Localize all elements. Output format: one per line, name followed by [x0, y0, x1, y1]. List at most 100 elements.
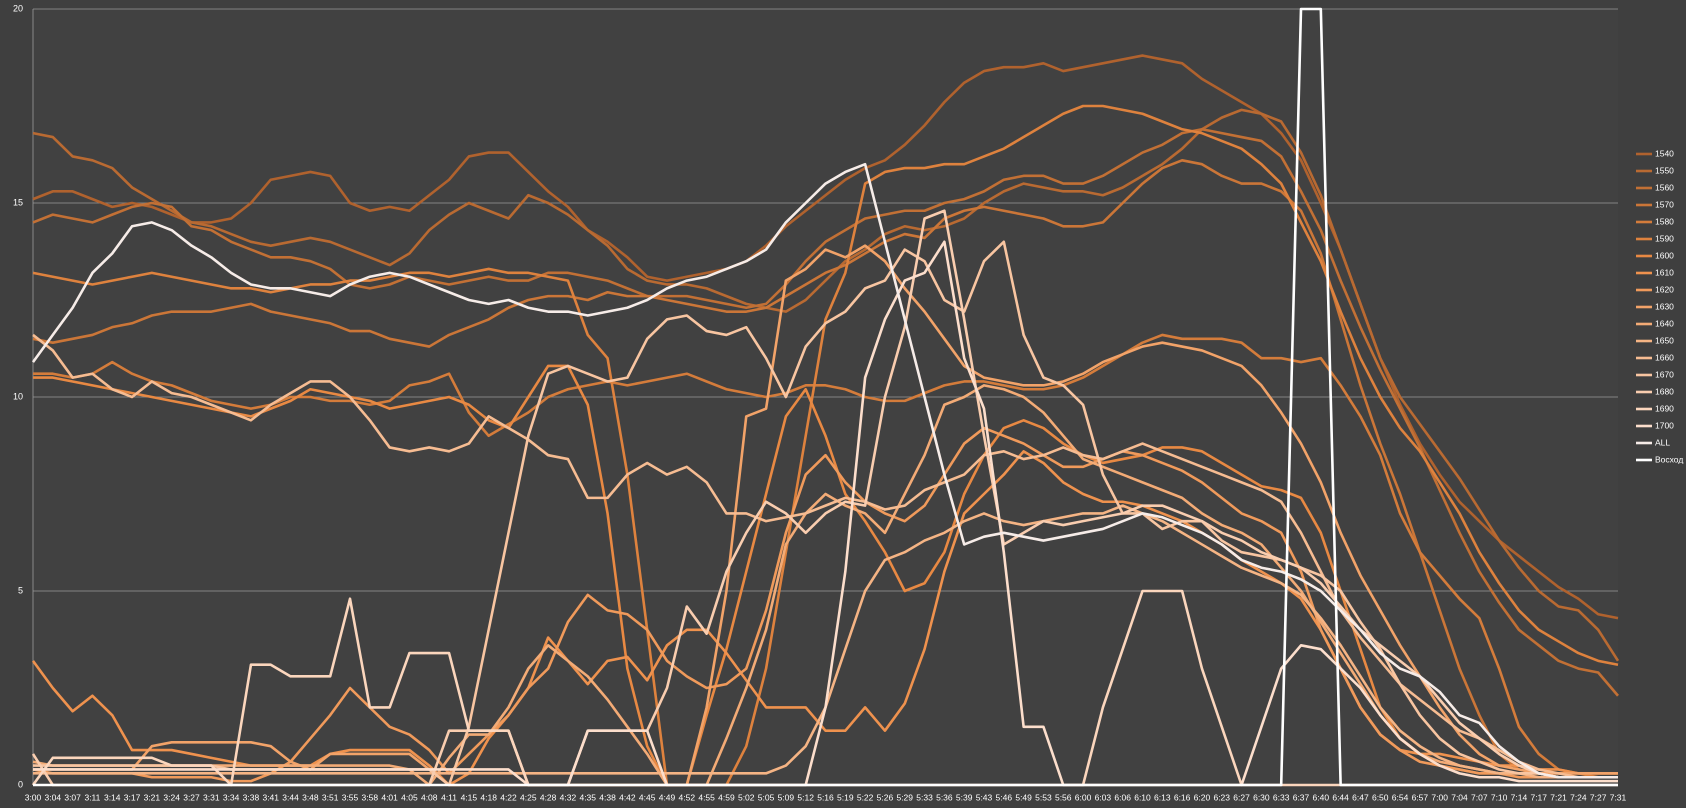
x-tick-label: 7:27 [1590, 792, 1607, 802]
legend-label: 1680 [1655, 386, 1674, 396]
x-tick-label: 5:49 [1015, 792, 1032, 802]
x-tick-label: 7:21 [1550, 792, 1567, 802]
x-tick-label: 7:24 [1570, 792, 1587, 802]
x-tick-label: 7:17 [1530, 792, 1547, 802]
x-tick-label: 4:28 [540, 792, 557, 802]
x-tick-label: 7:31 [1610, 792, 1627, 802]
x-tick-label: 3:04 [45, 792, 62, 802]
x-tick-label: 3:17 [124, 792, 141, 802]
x-tick-label: 6:40 [1313, 792, 1330, 802]
x-tick-label: 3:27 [183, 792, 200, 802]
x-tick-label: 5:29 [896, 792, 913, 802]
x-tick-label: 4:49 [659, 792, 676, 802]
legend-label: 1560 [1655, 182, 1674, 192]
legend-label: 1690 [1655, 403, 1674, 413]
x-tick-label: 6:47 [1352, 792, 1369, 802]
x-tick-label: 5:02 [738, 792, 755, 802]
x-tick-label: 5:12 [797, 792, 814, 802]
x-tick-label: 5:22 [857, 792, 874, 802]
x-tick-label: 3:00 [25, 792, 42, 802]
x-tick-label: 6:10 [1134, 792, 1151, 802]
legend-label: 1650 [1655, 335, 1674, 345]
x-tick-label: 6:23 [1213, 792, 1230, 802]
x-tick-label: 6:00 [1075, 792, 1092, 802]
x-tick-label: 4:01 [381, 792, 398, 802]
x-tick-label: 4:22 [500, 792, 517, 802]
x-tick-label: 6:16 [1174, 792, 1191, 802]
x-tick-label: 4:42 [619, 792, 636, 802]
x-tick-label: 4:15 [461, 792, 478, 802]
x-tick-label: 3:51 [322, 792, 339, 802]
x-tick-label: 3:14 [104, 792, 121, 802]
x-tick-label: 3:34 [223, 792, 240, 802]
legend-label: 1580 [1655, 216, 1674, 226]
x-tick-label: 4:45 [639, 792, 656, 802]
legend-label: 1610 [1655, 267, 1674, 277]
x-tick-label: 6:57 [1412, 792, 1429, 802]
x-tick-label: 3:55 [342, 792, 359, 802]
x-tick-label: 5:46 [996, 792, 1013, 802]
x-tick-label: 3:11 [84, 792, 100, 802]
y-tick-label: 20 [13, 3, 23, 13]
x-tick-label: 3:44 [282, 792, 299, 802]
legend-label: 1550 [1655, 165, 1674, 175]
x-tick-label: 5:43 [976, 792, 993, 802]
x-tick-label: 4:52 [679, 792, 696, 802]
x-tick-label: 5:16 [817, 792, 834, 802]
x-tick-label: 7:04 [1451, 792, 1468, 802]
x-tick-label: 5:09 [778, 792, 795, 802]
legend-label: 1590 [1655, 233, 1674, 243]
x-tick-label: 5:33 [916, 792, 933, 802]
x-tick-label: 3:38 [243, 792, 260, 802]
x-tick-label: 6:27 [1233, 792, 1250, 802]
x-tick-label: 7:07 [1471, 792, 1488, 802]
x-tick-label: 6:20 [1194, 792, 1211, 802]
legend-label: Восход [1655, 454, 1683, 464]
x-tick-label: 4:25 [520, 792, 537, 802]
x-tick-label: 4:59 [718, 792, 735, 802]
x-tick-label: 5:26 [877, 792, 894, 802]
x-tick-label: 7:14 [1511, 792, 1528, 802]
legend: 1540 1550 1560 1570 1580 1590 1600 1610 1620 1630… [1636, 148, 1683, 464]
y-tick-label: 15 [13, 197, 23, 207]
x-tick-label: 3:21 [144, 792, 161, 802]
x-tick-label: 3:48 [302, 792, 319, 802]
x-tick-label: 4:55 [698, 792, 715, 802]
series-line [31, 162, 1618, 779]
legend-label: 1600 [1655, 250, 1674, 260]
series-line [32, 127, 1619, 697]
x-tick-label: 5:56 [1055, 792, 1072, 802]
legend-label: 1670 [1655, 369, 1674, 379]
legend-label: 1700 [1655, 420, 1674, 430]
x-tick-label: 7:00 [1431, 792, 1448, 802]
x-tick-label: 4:18 [480, 792, 497, 802]
x-tick-label: 6:06 [1114, 792, 1131, 802]
y-tick-label: 0 [18, 779, 23, 789]
y-tick-label: 5 [18, 585, 23, 595]
x-tick-label: 4:35 [579, 792, 596, 802]
x-tick-label: 3:24 [163, 792, 180, 802]
legend-label: 1570 [1655, 199, 1674, 209]
legend-label: 1660 [1655, 352, 1674, 362]
x-tick-label: 3:41 [262, 792, 279, 802]
series-line [32, 108, 1620, 662]
x-tick-label: 7:10 [1491, 792, 1508, 802]
legend-label: 1640 [1655, 318, 1674, 328]
x-tick-label: 5:36 [936, 792, 953, 802]
legend-label: 1630 [1655, 301, 1674, 311]
series-lines [31, 7, 1620, 787]
legend-label: 1620 [1655, 284, 1674, 294]
x-tick-label: 6:13 [1154, 792, 1171, 802]
x-tick-label: 3:07 [64, 792, 81, 802]
x-tick-label: 5:39 [956, 792, 973, 802]
x-tick-label: 6:50 [1372, 792, 1389, 802]
x-tick-label: 3:58 [362, 792, 379, 802]
series-line [32, 333, 1618, 779]
legend-label: ALL [1655, 437, 1670, 447]
x-tick-label: 5:05 [758, 792, 775, 802]
x-tick-label: 6:03 [1095, 792, 1112, 802]
x-tick-label: 6:33 [1273, 792, 1290, 802]
x-tick-label: 4:11 [441, 792, 457, 802]
x-tick-label: 6:37 [1293, 792, 1310, 802]
